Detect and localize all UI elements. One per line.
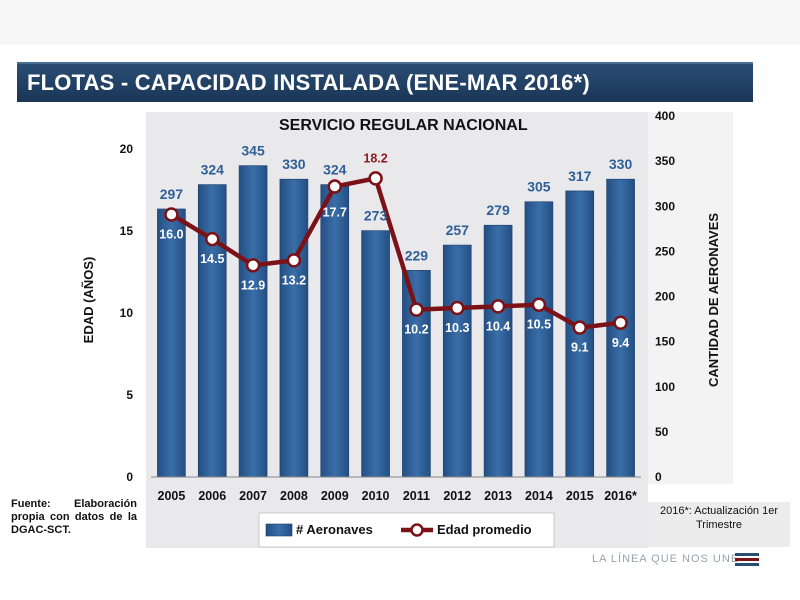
age-value-label: 12.9 [241, 278, 265, 292]
legend-label-bars: # Aeronaves [296, 522, 373, 537]
age-point [327, 179, 342, 194]
left-axis-title: EDAD (AÑOS) [81, 257, 96, 344]
age-point [450, 300, 465, 316]
age-point [490, 299, 506, 314]
brand-tagline: LA LÍNEA QUE NOS UNE [592, 553, 740, 565]
bar-2012 [442, 244, 472, 478]
right-axis-tick: 100 [655, 380, 675, 394]
bar-value-label: 345 [241, 143, 265, 159]
page-title: FLOTAS - CAPACIDAD INSTALADA (ENE-MAR 20… [27, 70, 590, 95]
bar-value-label: 330 [609, 156, 633, 172]
bar-2007 [238, 165, 268, 478]
age-value-label: 9.4 [612, 336, 629, 350]
top-band [0, 0, 800, 45]
bar-2008 [279, 178, 309, 478]
left-axis-tick: 20 [120, 142, 134, 156]
age-point [164, 207, 179, 222]
right-axis-tick: 400 [655, 109, 675, 123]
right-axis-tick: 200 [655, 290, 675, 304]
age-point [205, 231, 220, 247]
age-value-label: 13.2 [282, 273, 306, 287]
bar-value-label: 257 [446, 222, 470, 238]
x-tick-label: 2009 [321, 489, 349, 503]
x-tick-label: 2015 [566, 489, 594, 503]
bar-2005 [157, 208, 186, 478]
legend-line-marker [410, 523, 424, 537]
x-tick-label: 2011 [403, 489, 430, 503]
age-point [613, 315, 628, 331]
x-tick-label: 2016* [604, 489, 637, 503]
right-axis-tick: 350 [655, 154, 675, 168]
age-value-label: 10.4 [486, 319, 510, 333]
bar-2011 [402, 270, 431, 478]
bar-2009 [320, 184, 350, 478]
x-tick-label: 2008 [280, 489, 308, 503]
age-value-label: 16.0 [159, 227, 183, 241]
age-value-label: 10.5 [527, 318, 551, 332]
update-note: 2016*: Actualización 1er Trimestre [648, 502, 790, 547]
age-value-label: 18.2 [363, 151, 387, 165]
bar-2010 [361, 230, 390, 478]
x-tick-label: 2007 [239, 489, 267, 503]
left-axis-tick: 10 [120, 306, 134, 320]
right-axis-tick: 50 [655, 425, 669, 439]
bar-value-label: 273 [364, 208, 388, 224]
left-axis-tick: 15 [120, 224, 134, 238]
bar-value-label: 297 [160, 186, 184, 202]
x-tick-label: 2010 [362, 489, 390, 503]
legend-bar-swatch [265, 523, 293, 537]
age-value-label: 9.1 [571, 341, 588, 355]
bar-value-label: 324 [201, 162, 225, 178]
bar-2014 [524, 201, 554, 478]
right-axis-tick: 150 [655, 335, 675, 349]
bar-2013 [483, 224, 513, 478]
age-point [245, 258, 261, 273]
age-value-label: 14.5 [200, 252, 224, 266]
age-point [409, 302, 424, 317]
left-axis-tick: 0 [126, 470, 133, 484]
x-tick-label: 2006 [198, 489, 226, 503]
age-value-label: 10.3 [445, 321, 469, 335]
age-point [572, 320, 587, 335]
bar-2006 [197, 184, 227, 478]
bar-value-label: 229 [405, 247, 429, 263]
left-axis-tick: 5 [126, 388, 133, 402]
bar-value-label: 317 [568, 168, 592, 184]
source-note: Fuente: Elaboración propia con datos de … [11, 498, 137, 536]
bar-value-label: 330 [282, 156, 306, 172]
chart-title: SERVICIO REGULAR NACIONAL [279, 117, 528, 134]
age-point [531, 297, 547, 312]
bar-value-label: 305 [527, 179, 551, 195]
right-axis-tick: 300 [655, 199, 675, 213]
age-line [170, 176, 621, 330]
age-point [286, 253, 302, 268]
age-point [368, 171, 383, 186]
age-value-label: 17.7 [323, 206, 347, 220]
x-tick-label: 2013 [484, 489, 512, 503]
x-tick-label: 2014 [525, 489, 553, 503]
right-axis-tick: 0 [655, 470, 662, 484]
bar-value-label: 279 [486, 202, 510, 218]
right-axis-panel [648, 112, 733, 484]
bar-value-label: 324 [323, 162, 347, 178]
title-bar: FLOTAS - CAPACIDAD INSTALADA (ENE-MAR 20… [17, 62, 753, 102]
brand-logo-icon [735, 553, 759, 566]
legend-label-line: Edad promedio [437, 522, 532, 537]
x-tick-label: 2005 [158, 489, 186, 503]
right-axis-title: CANTIDAD DE AERONAVES [706, 213, 721, 387]
x-tick-label: 2012 [443, 489, 471, 503]
chart-panel [146, 112, 648, 548]
age-value-label: 10.2 [404, 323, 428, 337]
right-axis-tick: 250 [655, 244, 675, 258]
